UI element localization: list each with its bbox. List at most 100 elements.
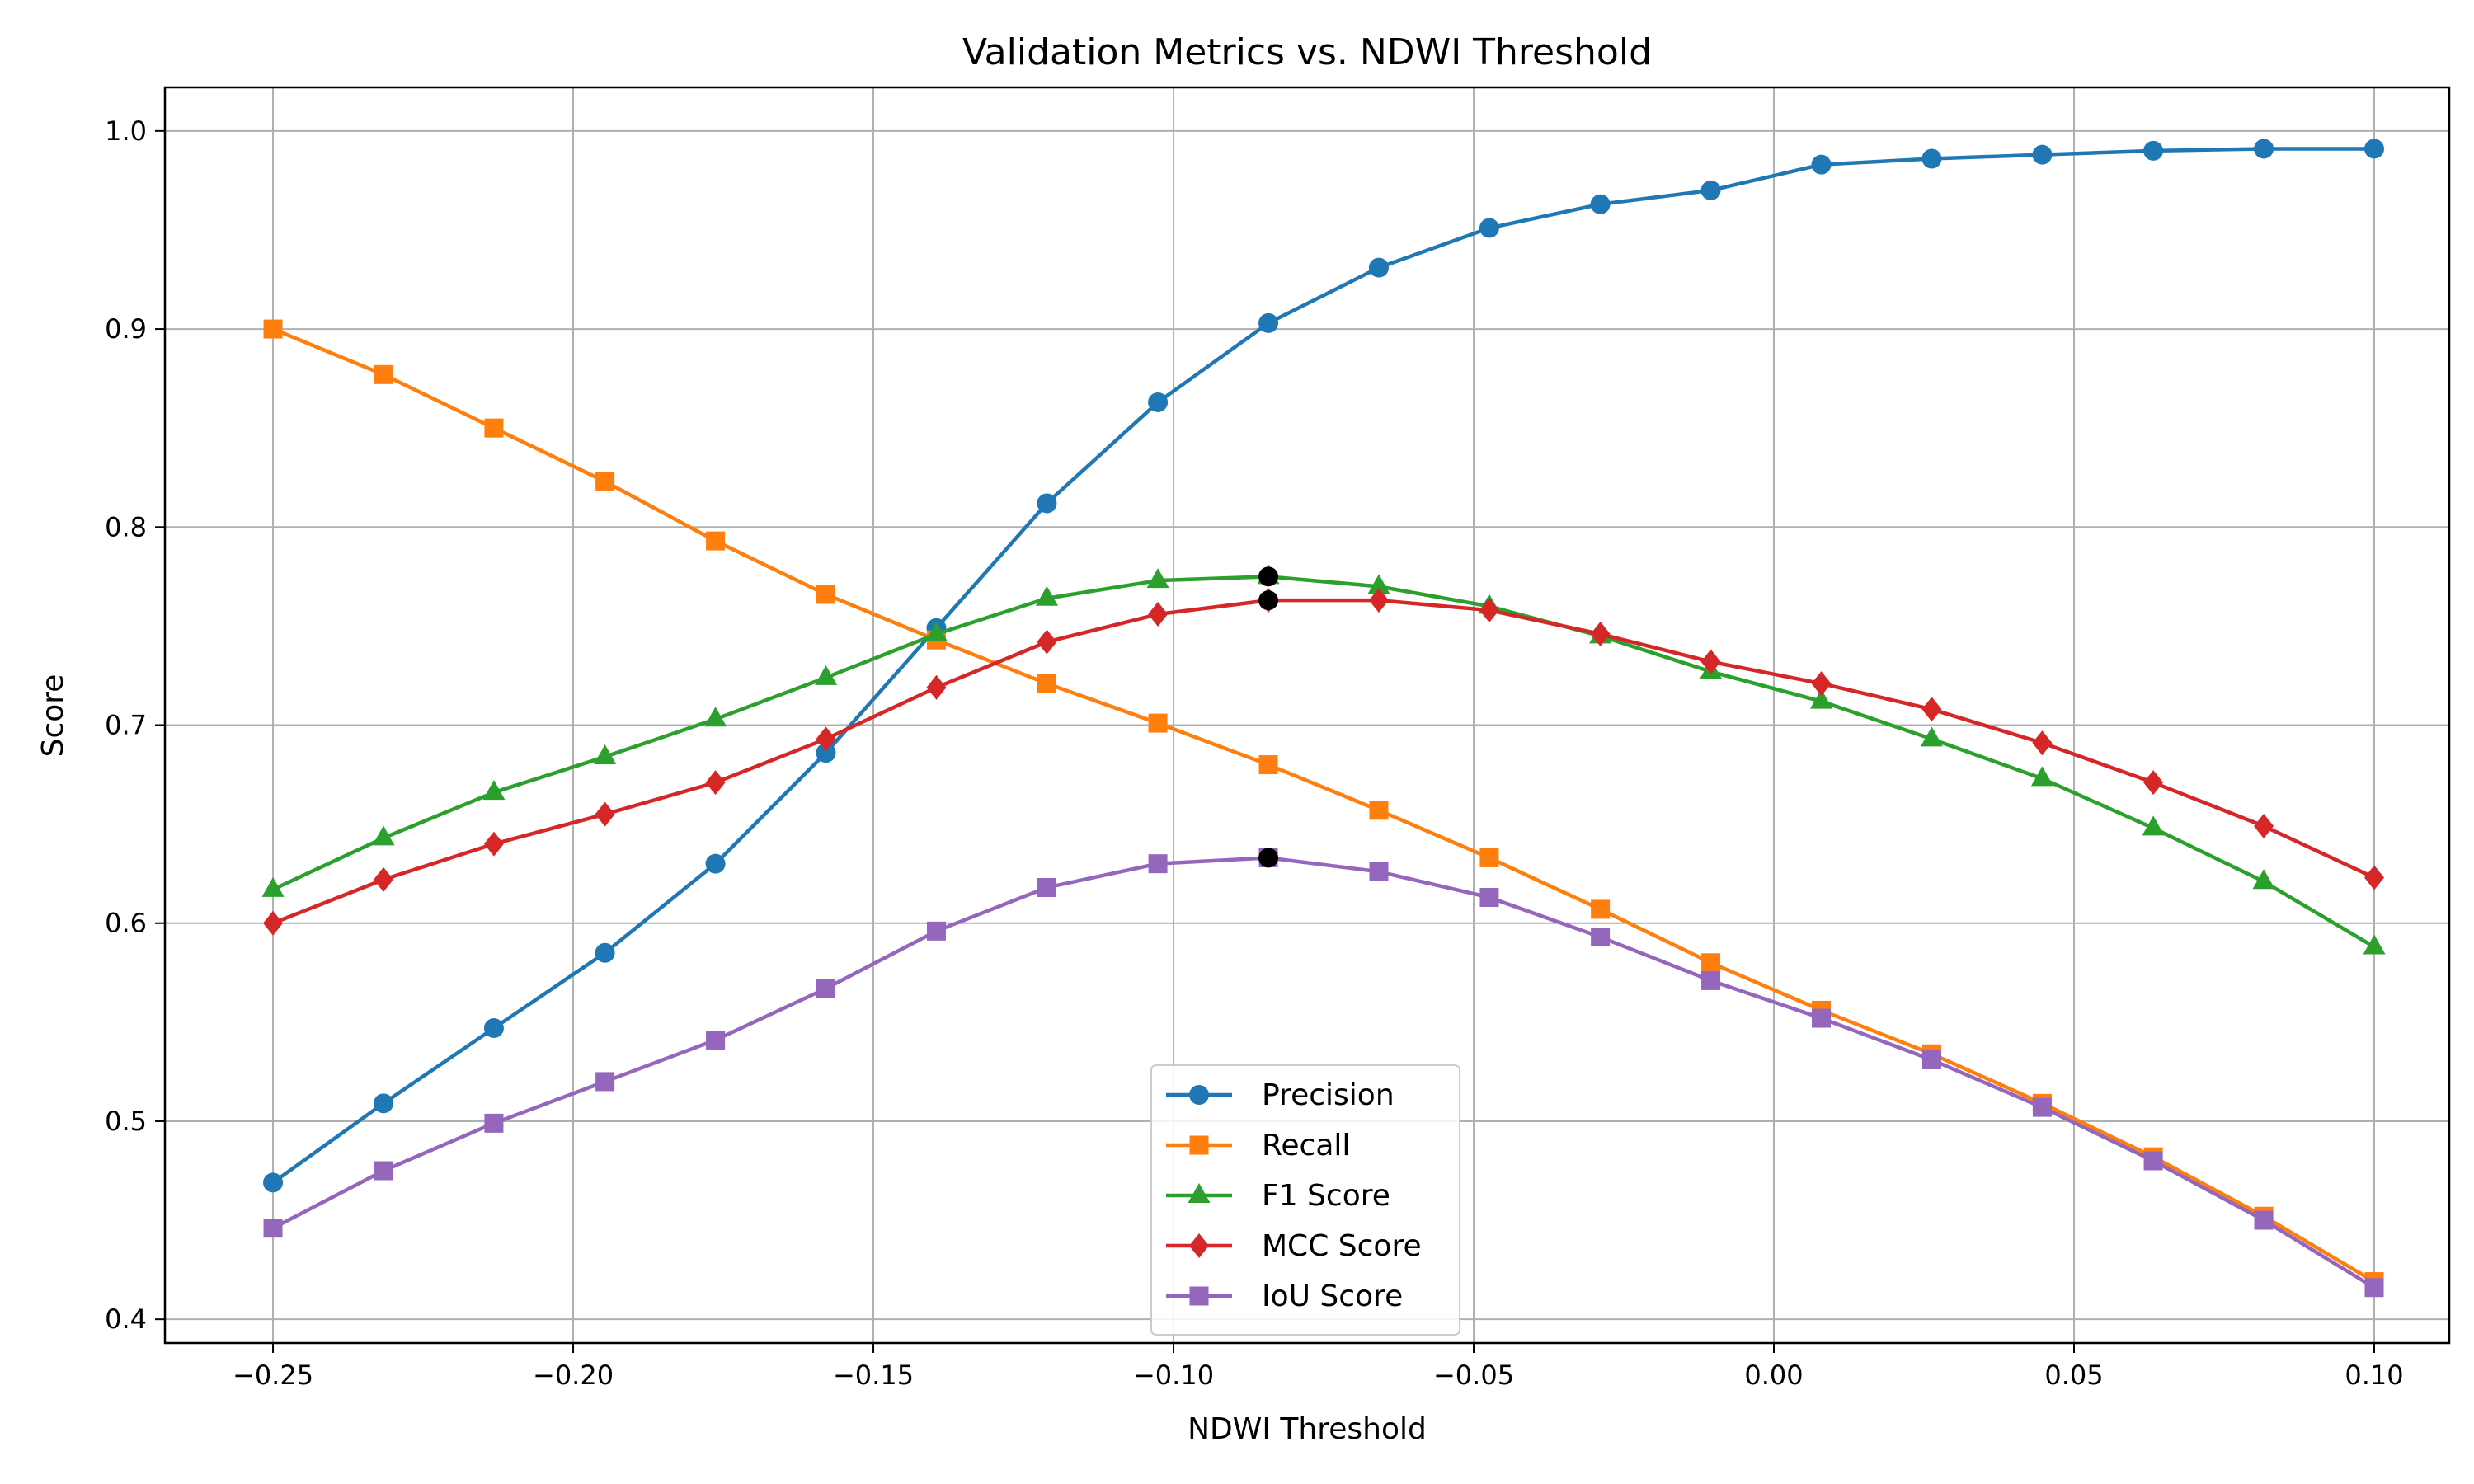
data-point-precision (263, 1172, 284, 1193)
legend-item-recall: Recall (1166, 1129, 1350, 1162)
data-point-precision (1368, 257, 1389, 278)
data-point-precision (595, 942, 615, 963)
data-point-iou-score (816, 979, 836, 998)
data-point-precision (1258, 312, 1279, 333)
data-point-recall (484, 418, 504, 438)
legend-item-mcc-score: MCC Score (1166, 1229, 1422, 1263)
data-point-iou-score (484, 1113, 504, 1133)
data-point-precision (1811, 154, 1832, 175)
best-point-marker (1258, 848, 1279, 868)
data-point-f1-score (482, 780, 506, 801)
legend-box (1150, 1064, 1460, 1336)
legend: Precision Recall F1 Score MCC Score IoU Scor… (1150, 1064, 1460, 1336)
y-tick-label: 0.8 (105, 511, 147, 542)
data-point-mcc-score (2032, 730, 2053, 756)
data-point-iou-score (1148, 854, 1168, 874)
data-point-f1-score (594, 744, 617, 764)
data-point-iou-score (2143, 1151, 2163, 1171)
legend-label: Precision (1262, 1078, 1395, 1112)
x-tick-label: 0.05 (2044, 1360, 2103, 1391)
legend-marker (1189, 1085, 1209, 1105)
data-point-precision (2364, 139, 2385, 159)
legend-item-precision: Precision (1166, 1078, 1395, 1112)
x-tick-label: −0.05 (1433, 1360, 1514, 1391)
data-point-mcc-score (1368, 588, 1389, 613)
data-point-f1-score (815, 665, 838, 685)
data-point-iou-score (374, 1161, 393, 1181)
data-point-f1-score (372, 825, 395, 846)
x-tick-label: −0.10 (1133, 1360, 1214, 1391)
data-point-iou-score (1921, 1050, 1941, 1069)
data-point-recall (1037, 674, 1056, 693)
y-tick-label: 0.9 (105, 313, 147, 345)
data-point-precision (1037, 493, 1057, 514)
data-point-mcc-score (1811, 671, 1832, 697)
data-point-f1-score (1810, 688, 1833, 709)
plot-frame (163, 86, 2451, 1345)
data-point-mcc-score (816, 726, 836, 752)
data-point-mcc-score (483, 831, 504, 857)
data-point-f1-score (924, 622, 948, 642)
series-line-precision (271, 147, 2375, 1185)
data-point-mcc-score (595, 801, 615, 827)
data-point-iou-score (1591, 928, 1611, 947)
data-point-f1-score (2142, 815, 2165, 836)
data-point-mcc-score (1037, 629, 1057, 655)
data-point-mcc-score (2364, 865, 2385, 890)
data-point-mcc-score (2143, 770, 2164, 796)
data-point-f1-score (2363, 934, 2386, 955)
legend-marker (1188, 1183, 1211, 1203)
best-threshold-markers (1258, 566, 1279, 868)
x-tick-label: −0.20 (533, 1360, 614, 1391)
x-axis-ticks: −0.25 −0.20 −0.15 −0.10 −0.05 0.00 0.05 0.10 (233, 1343, 2404, 1391)
data-point-f1-score (704, 707, 727, 727)
data-point-mcc-score (1479, 598, 1499, 623)
chart-title: Validation Metrics vs. NDWI Threshold (962, 31, 1652, 73)
data-point-recall (1258, 755, 1278, 775)
data-point-f1-score (1146, 568, 1169, 589)
data-point-mcc-score (373, 866, 393, 892)
data-point-iou-score (1812, 1008, 1832, 1028)
data-point-iou-score (1037, 877, 1056, 897)
series-precision (263, 139, 2385, 1193)
data-point-f1-score (2252, 869, 2275, 890)
data-point-mcc-score (1590, 622, 1611, 647)
data-point-f1-score (2030, 766, 2053, 787)
data-point-f1-score (1035, 585, 1058, 606)
data-point-precision (1590, 194, 1611, 214)
data-point-f1-score (1367, 574, 1390, 594)
y-tick-label: 0.6 (105, 908, 147, 939)
series-line-f1-score (272, 575, 2376, 949)
y-tick-label: 1.0 (105, 115, 147, 147)
series-lines (261, 139, 2386, 1298)
data-point-precision (1700, 180, 1721, 200)
x-tick-label: −0.15 (833, 1360, 914, 1391)
series-line-mcc-score (272, 598, 2375, 925)
best-point-marker (1258, 566, 1279, 587)
data-point-precision (705, 853, 726, 874)
legend-marker (1189, 1135, 1209, 1155)
data-point-iou-score (1701, 970, 1721, 990)
data-point-precision (1148, 392, 1169, 412)
data-point-iou-score (2032, 1097, 2052, 1117)
data-point-iou-score (595, 1072, 615, 1092)
data-point-f1-score (261, 876, 285, 897)
series-mcc-score (263, 588, 2385, 936)
data-point-iou-score (1369, 862, 1389, 881)
y-tick-label: 0.5 (105, 1106, 147, 1137)
x-axis-title: NDWI Threshold (1188, 1412, 1427, 1446)
best-point-marker (1258, 590, 1279, 611)
legend-label: IoU Score (1262, 1280, 1403, 1313)
legend-item-iou-score: IoU Score (1166, 1280, 1403, 1313)
data-point-precision (373, 1093, 393, 1114)
data-point-recall (1369, 801, 1389, 820)
x-tick-label: 0.10 (2345, 1360, 2403, 1391)
data-point-recall (595, 472, 615, 491)
data-point-mcc-score (2254, 814, 2274, 839)
data-point-iou-score (2254, 1210, 2274, 1230)
data-point-mcc-score (1700, 649, 1721, 674)
data-point-precision (1479, 218, 1499, 238)
y-tick-label: 0.7 (105, 710, 147, 741)
data-point-iou-score (926, 921, 946, 941)
